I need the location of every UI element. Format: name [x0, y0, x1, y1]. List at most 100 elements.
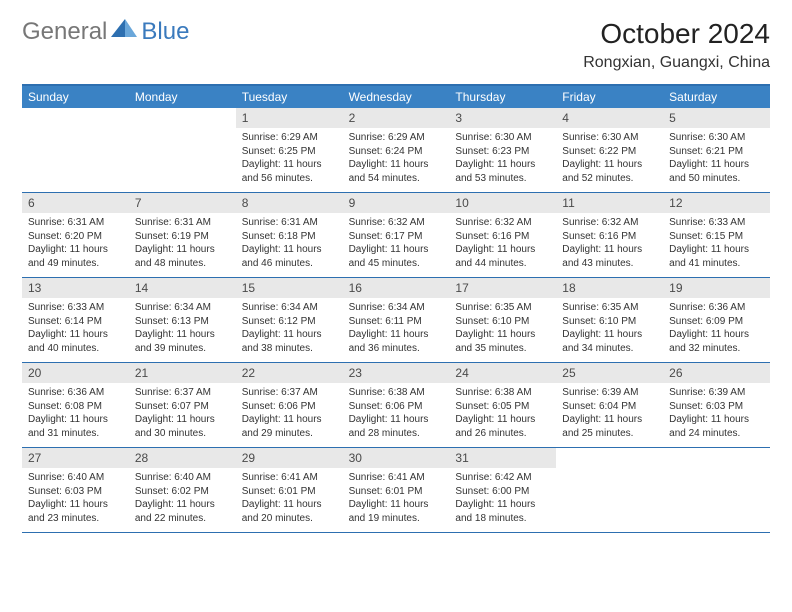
- sunrise-text: Sunrise: 6:38 AM: [455, 386, 550, 400]
- sunrise-text: Sunrise: 6:42 AM: [455, 471, 550, 485]
- calendar-day: 19Sunrise: 6:36 AMSunset: 6:09 PMDayligh…: [663, 278, 770, 362]
- day-number: 7: [129, 193, 236, 213]
- day-number: 18: [556, 278, 663, 298]
- calendar-weeks: 1Sunrise: 6:29 AMSunset: 6:25 PMDaylight…: [22, 108, 770, 533]
- daylight-text: Daylight: 11 hours and 52 minutes.: [562, 158, 657, 185]
- day-details: Sunrise: 6:39 AMSunset: 6:04 PMDaylight:…: [556, 383, 663, 445]
- day-details: Sunrise: 6:41 AMSunset: 6:01 PMDaylight:…: [236, 468, 343, 530]
- day-number: 28: [129, 448, 236, 468]
- sunrise-text: Sunrise: 6:30 AM: [562, 131, 657, 145]
- sunset-text: Sunset: 6:10 PM: [455, 315, 550, 329]
- sunset-text: Sunset: 6:24 PM: [349, 145, 444, 159]
- daylight-text: Daylight: 11 hours and 49 minutes.: [28, 243, 123, 270]
- calendar-day: 24Sunrise: 6:38 AMSunset: 6:05 PMDayligh…: [449, 363, 556, 447]
- sunset-text: Sunset: 6:25 PM: [242, 145, 337, 159]
- day-details: Sunrise: 6:40 AMSunset: 6:03 PMDaylight:…: [22, 468, 129, 530]
- calendar-day: 20Sunrise: 6:36 AMSunset: 6:08 PMDayligh…: [22, 363, 129, 447]
- calendar-day: 25Sunrise: 6:39 AMSunset: 6:04 PMDayligh…: [556, 363, 663, 447]
- calendar-day: 17Sunrise: 6:35 AMSunset: 6:10 PMDayligh…: [449, 278, 556, 362]
- daylight-text: Daylight: 11 hours and 48 minutes.: [135, 243, 230, 270]
- sunrise-text: Sunrise: 6:41 AM: [242, 471, 337, 485]
- sunrise-text: Sunrise: 6:34 AM: [349, 301, 444, 315]
- calendar-day: 21Sunrise: 6:37 AMSunset: 6:07 PMDayligh…: [129, 363, 236, 447]
- sunset-text: Sunset: 6:02 PM: [135, 485, 230, 499]
- day-number: 22: [236, 363, 343, 383]
- sunrise-text: Sunrise: 6:36 AM: [28, 386, 123, 400]
- calendar-week: 6Sunrise: 6:31 AMSunset: 6:20 PMDaylight…: [22, 193, 770, 278]
- day-number: 9: [343, 193, 450, 213]
- day-number: 23: [343, 363, 450, 383]
- sunrise-text: Sunrise: 6:31 AM: [242, 216, 337, 230]
- day-number: 29: [236, 448, 343, 468]
- calendar-day: 2Sunrise: 6:29 AMSunset: 6:24 PMDaylight…: [343, 108, 450, 192]
- daylight-text: Daylight: 11 hours and 43 minutes.: [562, 243, 657, 270]
- day-number: 27: [22, 448, 129, 468]
- calendar-day: 11Sunrise: 6:32 AMSunset: 6:16 PMDayligh…: [556, 193, 663, 277]
- day-details: Sunrise: 6:30 AMSunset: 6:23 PMDaylight:…: [449, 128, 556, 190]
- day-details: Sunrise: 6:33 AMSunset: 6:14 PMDaylight:…: [22, 298, 129, 360]
- sunset-text: Sunset: 6:21 PM: [669, 145, 764, 159]
- day-details: Sunrise: 6:29 AMSunset: 6:25 PMDaylight:…: [236, 128, 343, 190]
- sunrise-text: Sunrise: 6:32 AM: [455, 216, 550, 230]
- day-number: 26: [663, 363, 770, 383]
- daylight-text: Daylight: 11 hours and 53 minutes.: [455, 158, 550, 185]
- calendar-week: 1Sunrise: 6:29 AMSunset: 6:25 PMDaylight…: [22, 108, 770, 193]
- day-number: 6: [22, 193, 129, 213]
- sunset-text: Sunset: 6:10 PM: [562, 315, 657, 329]
- calendar-week: 13Sunrise: 6:33 AMSunset: 6:14 PMDayligh…: [22, 278, 770, 363]
- calendar-day: 18 Sunrise: 6:35 AMSunset: 6:10 PMDayligh…: [556, 278, 663, 362]
- day-number: 13: [22, 278, 129, 298]
- sunrise-text: Sunrise: 6:39 AM: [562, 386, 657, 400]
- sunrise-text: Sunrise: 6:40 AM: [135, 471, 230, 485]
- daylight-text: Daylight: 11 hours and 56 minutes.: [242, 158, 337, 185]
- sunrise-text: Sunrise: 6:41 AM: [349, 471, 444, 485]
- day-number: [663, 448, 770, 468]
- daylight-text: Daylight: 11 hours and 44 minutes.: [455, 243, 550, 270]
- sunrise-text: Sunrise: 6:29 AM: [242, 131, 337, 145]
- sunrise-text: Sunrise: 6:30 AM: [455, 131, 550, 145]
- sunrise-text: Sunrise: 6:37 AM: [135, 386, 230, 400]
- weekday-header: Friday: [556, 86, 663, 108]
- daylight-text: Daylight: 11 hours and 26 minutes.: [455, 413, 550, 440]
- sunset-text: Sunset: 6:15 PM: [669, 230, 764, 244]
- day-number: 21: [129, 363, 236, 383]
- day-number: 8: [236, 193, 343, 213]
- daylight-text: Daylight: 11 hours and 18 minutes.: [455, 498, 550, 525]
- calendar-day: [663, 448, 770, 532]
- daylight-text: Daylight: 11 hours and 32 minutes.: [669, 328, 764, 355]
- sunset-text: Sunset: 6:16 PM: [455, 230, 550, 244]
- calendar-day: 12Sunrise: 6:33 AMSunset: 6:15 PMDayligh…: [663, 193, 770, 277]
- sunset-text: Sunset: 6:18 PM: [242, 230, 337, 244]
- day-number: 14: [129, 278, 236, 298]
- day-number: 19: [663, 278, 770, 298]
- sunset-text: Sunset: 6:13 PM: [135, 315, 230, 329]
- calendar-day: 28Sunrise: 6:40 AMSunset: 6:02 PMDayligh…: [129, 448, 236, 532]
- daylight-text: Daylight: 11 hours and 34 minutes.: [562, 328, 657, 355]
- logo-text-general: General: [22, 18, 107, 46]
- daylight-text: Daylight: 11 hours and 46 minutes.: [242, 243, 337, 270]
- calendar-day: 13Sunrise: 6:33 AMSunset: 6:14 PMDayligh…: [22, 278, 129, 362]
- calendar-day: 8 Sunrise: 6:31 AMSunset: 6:18 PMDaylight…: [236, 193, 343, 277]
- sunset-text: Sunset: 6:01 PM: [349, 485, 444, 499]
- month-title: October 2024: [583, 18, 770, 50]
- day-number: 25: [556, 363, 663, 383]
- title-block: October 2024 Rongxian, Guangxi, China: [583, 18, 770, 72]
- day-number: 4: [556, 108, 663, 128]
- sunrise-text: Sunrise: 6:35 AM: [562, 301, 657, 315]
- weekday-header: Tuesday: [236, 86, 343, 108]
- calendar-day: [22, 108, 129, 192]
- weekday-header: Sunday: [22, 86, 129, 108]
- day-number: 15: [236, 278, 343, 298]
- daylight-text: Daylight: 11 hours and 23 minutes.: [28, 498, 123, 525]
- sunrise-text: Sunrise: 6:34 AM: [135, 301, 230, 315]
- sunset-text: Sunset: 6:03 PM: [28, 485, 123, 499]
- sunset-text: Sunset: 6:04 PM: [562, 400, 657, 414]
- sunrise-text: Sunrise: 6:29 AM: [349, 131, 444, 145]
- day-details: Sunrise: 6:38 AMSunset: 6:06 PMDaylight:…: [343, 383, 450, 445]
- day-details: Sunrise: 6:31 AMSunset: 6:20 PMDaylight:…: [22, 213, 129, 275]
- sunrise-text: Sunrise: 6:31 AM: [28, 216, 123, 230]
- day-details: Sunrise: 6:32 AMSunset: 6:16 PMDaylight:…: [556, 213, 663, 275]
- day-details: Sunrise: 6:32 AMSunset: 6:17 PMDaylight:…: [343, 213, 450, 275]
- day-details: Sunrise: 6:38 AMSunset: 6:05 PMDaylight:…: [449, 383, 556, 445]
- logo-text-blue: Blue: [141, 18, 189, 46]
